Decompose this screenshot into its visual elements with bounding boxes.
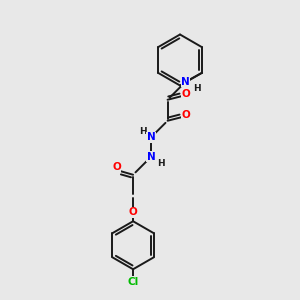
Text: H: H	[193, 84, 201, 93]
Text: O: O	[129, 207, 137, 217]
Text: Cl: Cl	[128, 277, 139, 287]
Text: H: H	[157, 160, 164, 169]
Text: H: H	[139, 127, 146, 136]
Text: O: O	[181, 110, 190, 120]
Text: N: N	[147, 152, 155, 162]
Text: N: N	[147, 132, 155, 142]
Text: O: O	[112, 162, 121, 172]
Text: O: O	[181, 89, 190, 99]
Text: N: N	[181, 77, 190, 87]
